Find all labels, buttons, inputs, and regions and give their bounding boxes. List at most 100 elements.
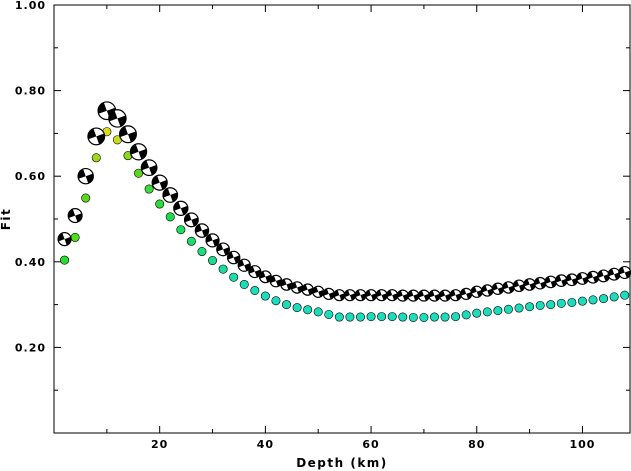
series-b-point [208,256,218,266]
series-b-point [472,308,482,318]
series-b-point [482,307,492,317]
series-a-point [607,267,621,281]
series-a-point [237,258,251,272]
series-a-point [396,289,409,302]
series-a-point [129,143,148,161]
series-a-point [417,289,431,302]
series-a-point [258,270,272,284]
series-a-point [162,187,179,203]
y-tick-label: 0.20 [15,341,46,354]
series-b-point [229,272,239,282]
series-b-point [408,312,418,322]
series-a-point [438,289,452,302]
series-b-point [556,298,566,308]
y-tick-label: 0.60 [15,170,46,183]
series-a-point [333,289,346,302]
y-axis-label: Fit [0,208,13,231]
series-b-point [134,168,144,178]
series-b-point [176,225,186,235]
x-tick-label: 80 [468,438,485,451]
series-b-point [334,312,344,322]
series-b-point [567,297,577,307]
series-b-point [165,212,175,222]
series-a-point [183,212,199,228]
series-b-point [324,309,334,319]
series-a-point [216,242,231,257]
x-tick-label: 40 [257,438,274,451]
series-b-point [70,232,80,242]
series-a-point [407,289,420,302]
x-tick-label: 60 [362,438,379,451]
series-b-point [366,312,376,322]
plot-frame [53,4,631,434]
series-a-point [565,273,579,287]
series-b-point [282,300,292,310]
series-b-point [588,295,598,305]
series-b-point [398,312,408,322]
series-b-point [440,312,450,322]
series-a-point [386,289,399,302]
series-a-point [554,274,568,288]
series-a-point [533,276,547,290]
series-b-point [577,296,587,306]
series-b-point [355,312,365,322]
series-a-point [470,285,483,298]
series-b-markers [60,127,630,322]
series-b-point [250,285,260,295]
series-b-point [461,310,471,320]
series-b-point [514,303,524,313]
series-a-point [205,233,220,248]
series-a-point [343,289,357,302]
series-b-point [239,279,249,289]
series-a-point [597,269,611,283]
x-tick-label: 20 [151,438,168,451]
series-b-point [503,304,513,314]
series-b-point [599,294,609,304]
y-tick-label: 0.80 [15,85,46,98]
x-axis: 20 40 60 80 100 [106,5,595,451]
series-a-point [269,274,283,288]
series-a-point [502,281,515,294]
series-b-point [81,193,91,203]
series-b-point [387,312,397,322]
series-b-point [303,305,313,315]
series-b-point [451,312,461,322]
series-b-point [271,296,281,306]
series-a-point [151,174,168,191]
x-axis-label: Depth (km) [296,456,388,470]
series-a-point [226,250,241,265]
series-a-point [354,289,367,302]
series-a-point [586,270,600,284]
series-a-point [375,289,388,302]
series-a-point [301,283,314,296]
series-a-point [119,125,137,144]
series-a-point [618,265,631,280]
series-a-point [512,279,526,293]
series-a-point [67,208,83,224]
series-a-point [87,127,106,146]
series-a-point [460,287,473,301]
series-b-point [260,291,270,301]
series-a-point [576,272,589,285]
series-b-point [345,312,355,322]
series-a-point [481,284,494,297]
series-b-point [429,312,439,322]
series-a-point [523,278,536,291]
y-tick-label: 1.00 [15,0,46,12]
series-a-point [544,275,558,289]
series-a-point [194,223,210,238]
series-b-point [535,300,545,310]
series-b-point [525,302,535,312]
series-a-point [290,281,304,294]
series-a-point [57,232,72,247]
series-a-point [280,278,293,291]
series-b-point [60,255,70,265]
x-tick-label: 100 [569,438,595,451]
y-tick-label: 0.40 [15,256,46,269]
series-b-point [620,290,630,300]
series-b-point [546,300,556,310]
series-a-point [364,289,378,302]
series-b-point [144,184,154,194]
series-b-point [419,312,429,322]
